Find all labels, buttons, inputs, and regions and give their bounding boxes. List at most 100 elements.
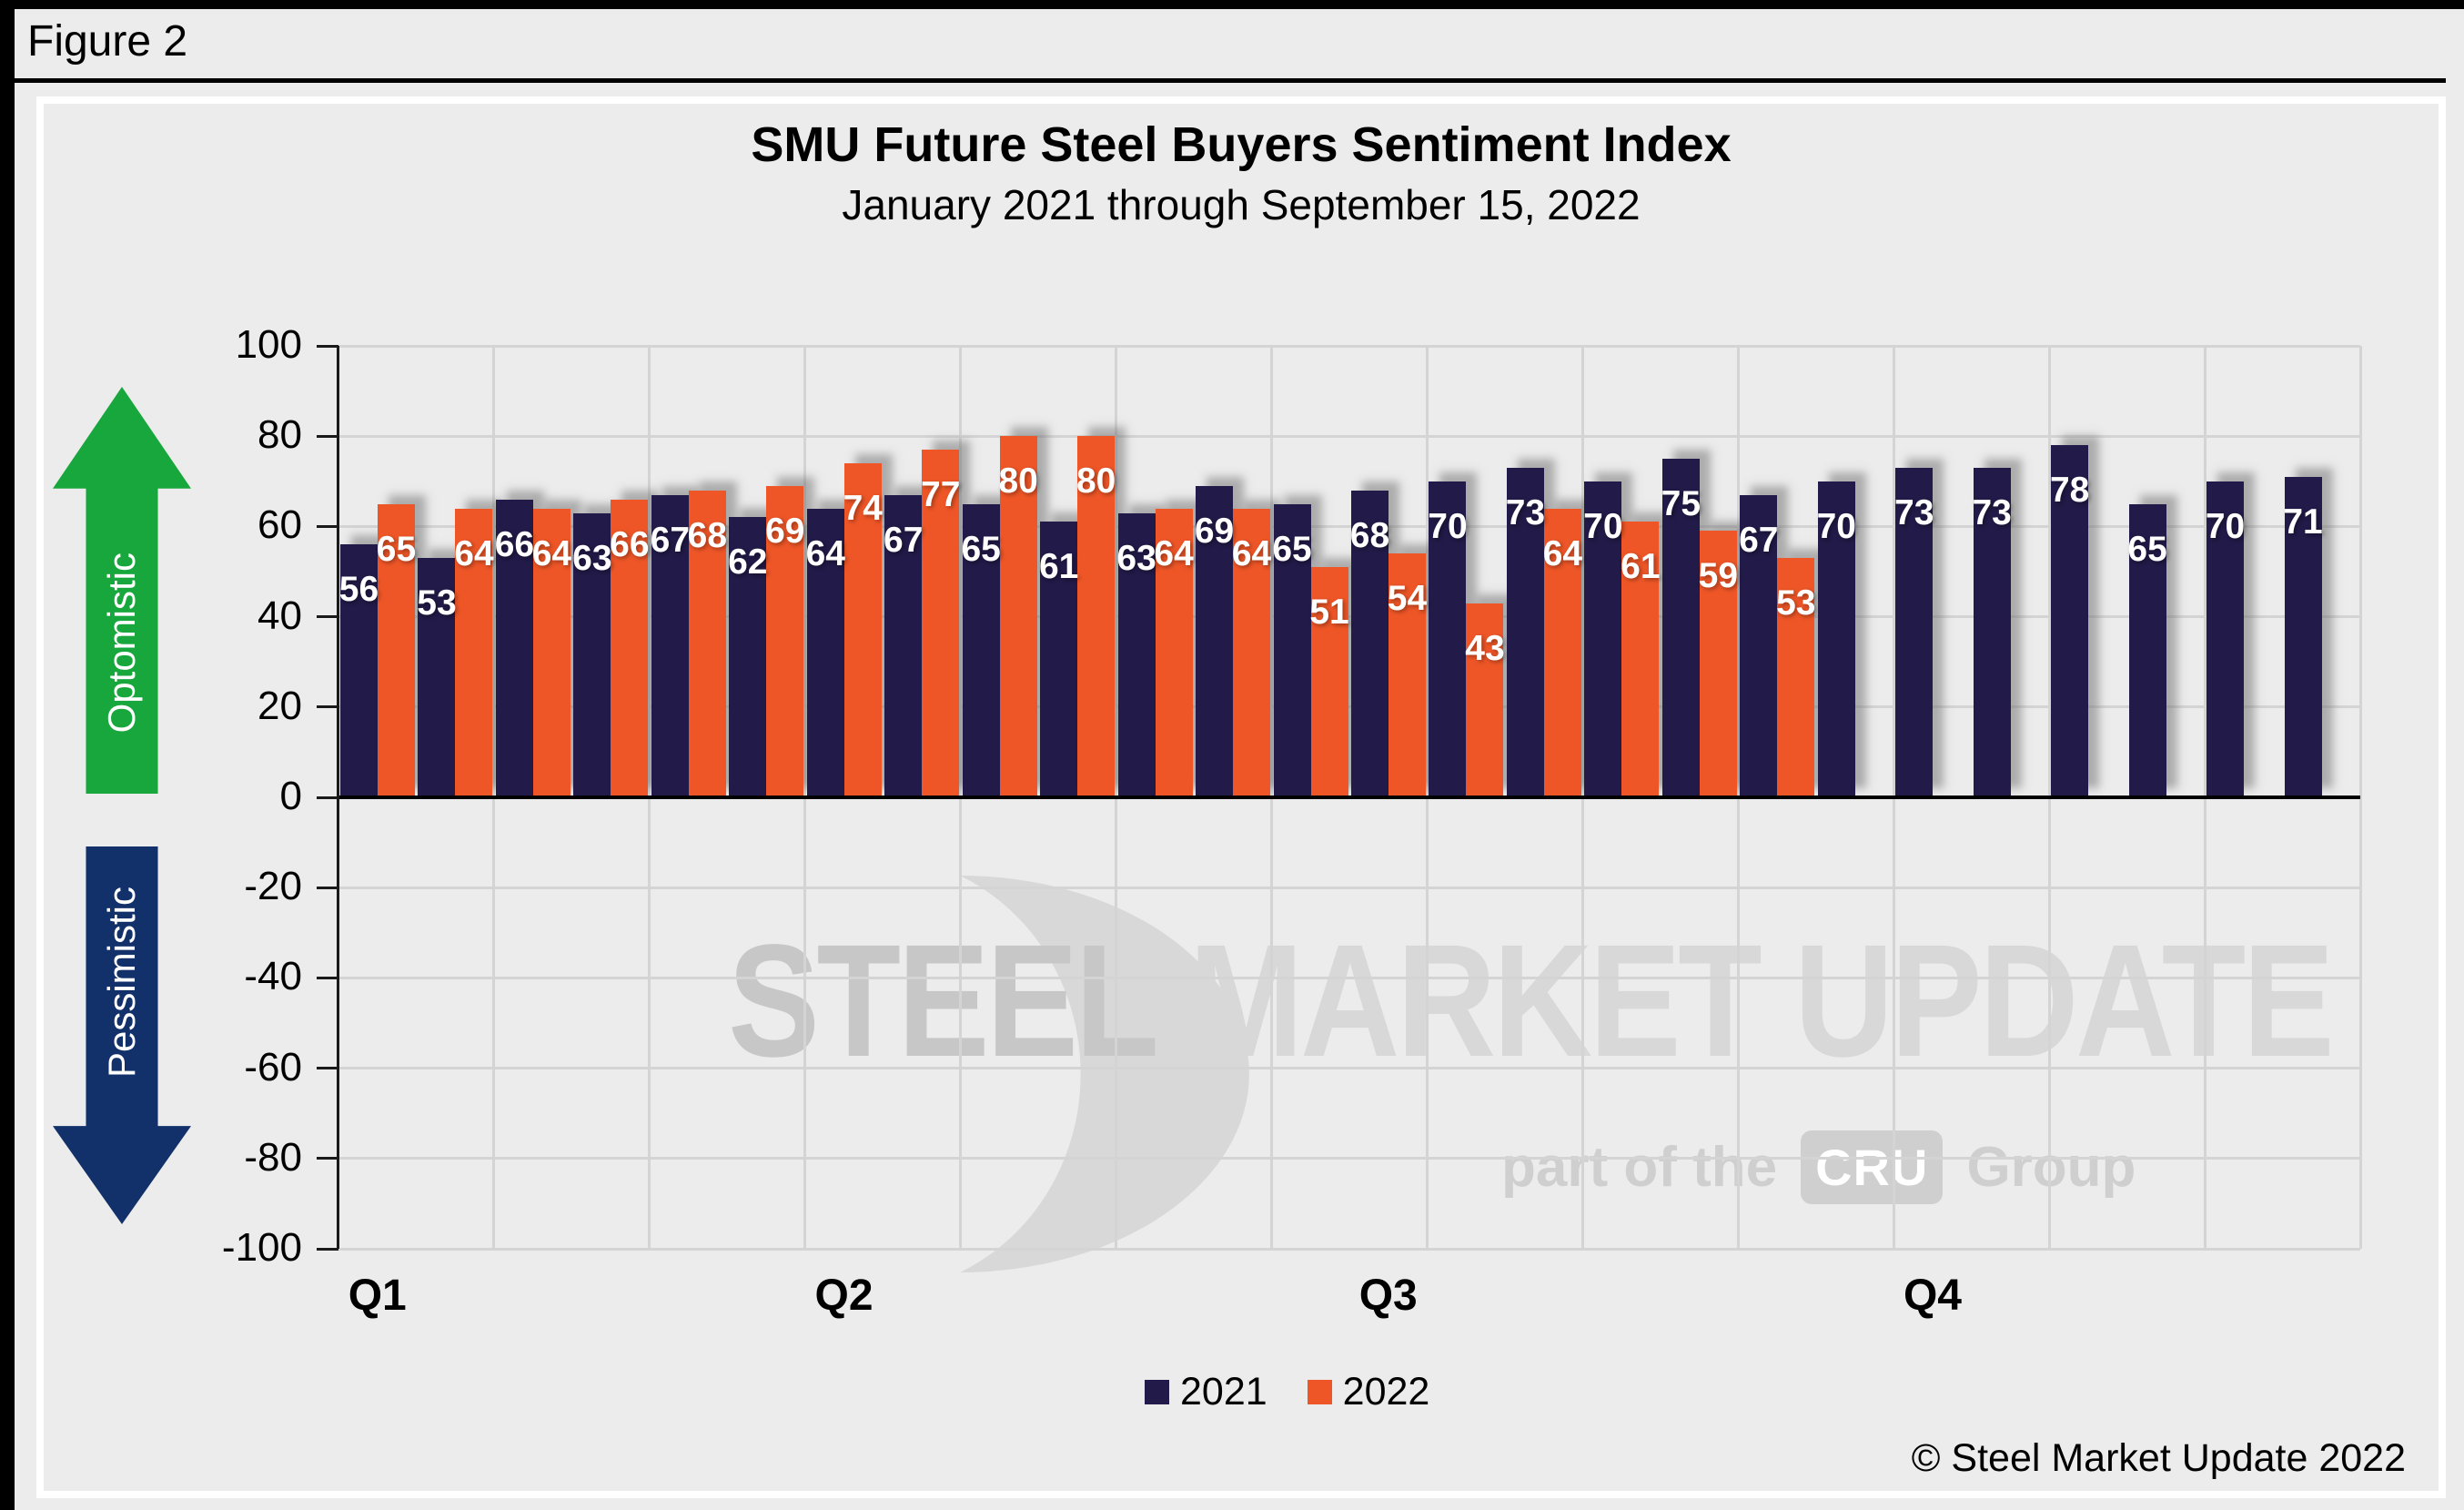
figure-label: Figure 2 [27, 17, 188, 66]
bar-2021 [1040, 522, 1078, 797]
bar-value-label: 65 [961, 529, 1001, 569]
bar-2021 [1117, 512, 1156, 797]
bar-value-label: 53 [417, 583, 457, 623]
bar-2021 [573, 512, 611, 797]
bar-value-label: 61 [1621, 547, 1661, 587]
y-axis-tick [317, 434, 338, 438]
y-axis-line [337, 346, 339, 1249]
y-axis-tick [317, 1067, 338, 1070]
horizontal-gridline [338, 524, 2360, 528]
horizontal-gridline [338, 1247, 2360, 1251]
y-axis-tick [317, 524, 338, 528]
y-axis-tick-label: -40 [244, 954, 302, 999]
horizontal-gridline [338, 344, 2360, 348]
bar-value-label: 70 [2205, 506, 2246, 546]
bar-value-label: 70 [1583, 506, 1623, 546]
bar-value-label: 73 [1972, 492, 2012, 532]
bar-2021 [2284, 476, 2322, 797]
bar-2022 [1310, 567, 1348, 797]
bar-2021 [651, 494, 689, 797]
bar-2021 [962, 503, 1000, 797]
y-axis-tick-label: 40 [258, 593, 302, 638]
bar-value-label: 74 [843, 488, 883, 528]
y-axis-tick [317, 1157, 338, 1160]
bar-2021 [2051, 445, 2089, 797]
bar-2021 [1196, 485, 1234, 797]
bar-value-label: 65 [376, 529, 417, 569]
bar-2021 [1506, 467, 1544, 797]
top-border [0, 0, 2464, 9]
bar-2021 [806, 508, 844, 797]
bar-2022 [766, 485, 804, 797]
bar-value-label: 63 [1116, 538, 1156, 578]
chart-subtitle: January 2021 through September 15, 2022 [842, 181, 1641, 228]
left-border [0, 0, 15, 1510]
bar-value-label: 67 [1739, 520, 1779, 560]
horizontal-gridline [338, 615, 2360, 619]
chart-title: SMU Future Steel Buyers Sentiment Index [751, 117, 1732, 172]
bar-2022 [378, 503, 415, 797]
bar-2022 [1777, 558, 1815, 797]
bar-2022 [688, 490, 726, 797]
bar-value-label: 68 [1349, 515, 1390, 555]
bar-2022 [455, 508, 493, 797]
y-axis-tick-label: 20 [258, 683, 302, 728]
bar-value-label: 66 [610, 524, 650, 564]
bar-value-label: 64 [1231, 533, 1272, 573]
bar-2021 [2206, 481, 2245, 797]
zero-baseline [338, 796, 2360, 799]
bar-2021 [2128, 503, 2166, 797]
bar-2021 [1584, 481, 1622, 797]
bar-2022 [999, 436, 1037, 797]
vertical-gridline [2358, 346, 2362, 1249]
y-axis-tick-label: 0 [279, 774, 302, 818]
legend-label: 2021 [1180, 1370, 1267, 1414]
legend-swatch [1307, 1380, 1332, 1404]
bar-2021 [1661, 459, 1700, 797]
bar-value-label: 67 [650, 520, 691, 560]
bar-2022 [1466, 603, 1504, 797]
bar-2021 [1895, 467, 1934, 797]
y-axis-tick-label: -60 [244, 1044, 302, 1089]
bar-value-label: 59 [1698, 556, 1739, 596]
y-axis-tick [317, 796, 338, 799]
bar-2022 [922, 450, 960, 797]
copyright-text: © Steel Market Update 2022 [1911, 1436, 2406, 1480]
figure-rule [15, 78, 2446, 83]
bar-value-label: 70 [1428, 506, 1468, 546]
bar-2021 [1817, 481, 1855, 797]
bar-value-label: 51 [1309, 593, 1349, 633]
bar-value-label: 65 [2127, 529, 2167, 569]
bar-2021 [418, 558, 456, 797]
y-axis-tick-label: -80 [244, 1134, 302, 1180]
bar-2021 [884, 494, 923, 797]
bar-value-label: 64 [805, 533, 845, 573]
horizontal-gridline [338, 1157, 2360, 1160]
legend-label: 2022 [1342, 1370, 1430, 1414]
y-axis-tick [317, 1247, 338, 1251]
bar-value-label: 62 [728, 542, 768, 583]
bar-value-label: 65 [1272, 529, 1312, 569]
bar-2021 [1273, 503, 1311, 797]
bar-2022 [1233, 508, 1271, 797]
legend-item: 2021 [1145, 1370, 1267, 1414]
bar-value-label: 61 [1038, 547, 1079, 587]
bar-2021 [1429, 481, 1467, 797]
y-axis-tick-label: 100 [235, 322, 302, 367]
bar-2022 [611, 499, 649, 797]
bar-2021 [1351, 490, 1389, 797]
bar-value-label: 66 [494, 524, 535, 564]
bar-value-label: 80 [998, 461, 1038, 502]
plot-area: -100 -80 -60 -40 -20 0 20 40 60 80 100 56 65 53 64 66 64… [222, 322, 2362, 1270]
bar-2022 [1077, 436, 1116, 797]
bar-value-label: 53 [1776, 583, 1816, 623]
bar-2022 [1621, 522, 1660, 797]
y-axis-tick [317, 886, 338, 889]
bar-value-label: 69 [765, 511, 805, 551]
horizontal-gridline [338, 1067, 2360, 1070]
y-axis-tick-label: 80 [258, 412, 302, 458]
bar-value-label: 64 [1542, 533, 1583, 573]
bar-value-label: 56 [338, 570, 379, 610]
bar-value-label: 69 [1194, 511, 1235, 551]
bar-2021 [729, 517, 767, 797]
